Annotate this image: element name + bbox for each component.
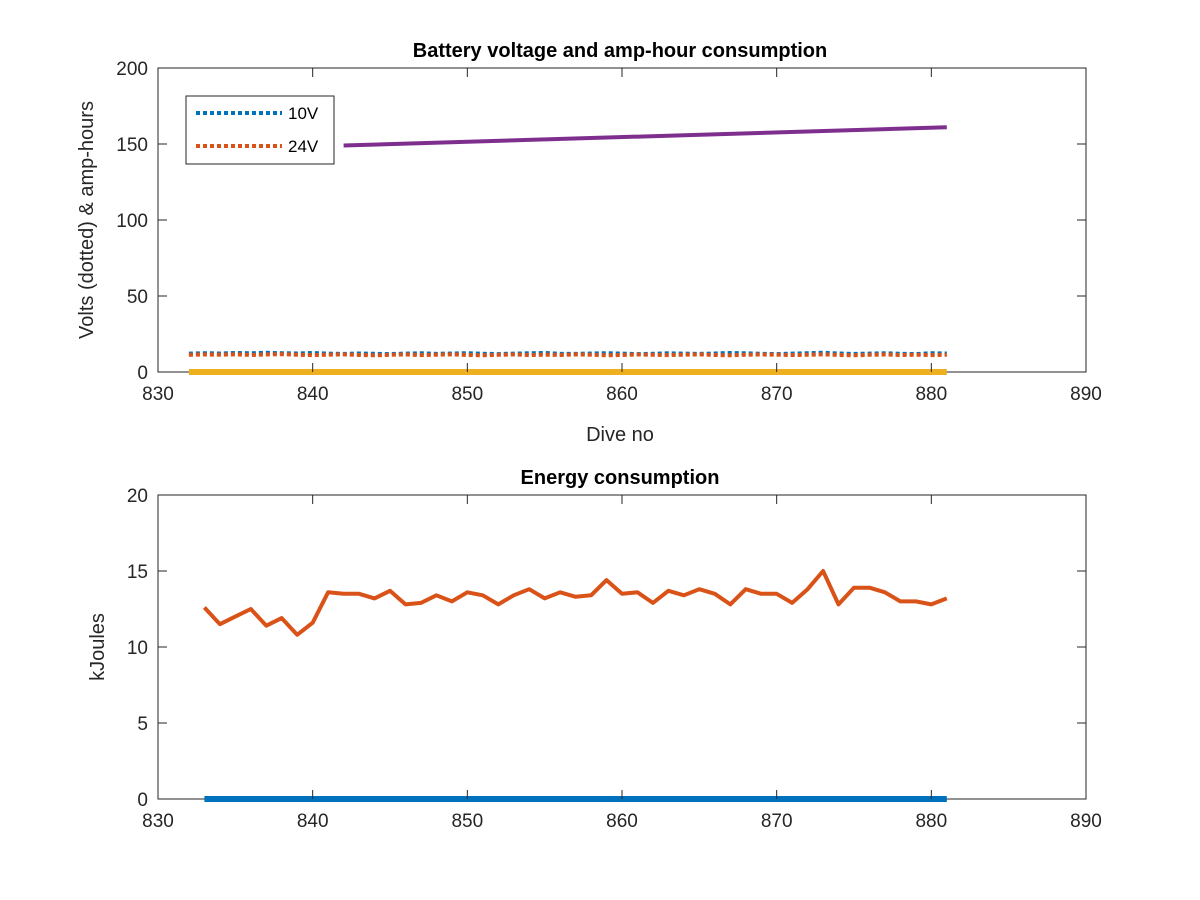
series-lines (188, 125, 947, 375)
y-axis-ticks: 0 50 100 150 200 (116, 59, 1086, 384)
y-axis-label: Volts (dotted) & amp-hours (76, 101, 98, 339)
legend-label-10v: 10V (288, 104, 319, 123)
x-tick-label: 840 (297, 811, 329, 832)
x-tick-label: 850 (451, 384, 483, 405)
y-tick-label: 150 (116, 135, 148, 156)
x-axis-ticks: 830 840 850 860 870 880 890 (142, 495, 1102, 832)
series-line-0 (202, 569, 948, 637)
legend: 10V 24V (185, 95, 335, 165)
x-tick-label: 830 (142, 384, 174, 405)
series-line-24v (188, 352, 947, 358)
plot-area (157, 494, 1087, 800)
series-lines (202, 569, 948, 802)
y-axis-ticks: 0 5 10 15 20 (127, 486, 1086, 811)
x-tick-label: 840 (297, 384, 329, 405)
y-axis-label: kJoules (87, 613, 109, 681)
y-tick-label: 10 (127, 638, 148, 659)
x-tick-label: 880 (915, 384, 947, 405)
x-tick-label: 870 (761, 811, 793, 832)
x-tick-label: 870 (761, 384, 793, 405)
x-tick-label: 830 (142, 811, 174, 832)
x-tick-label: 860 (606, 811, 638, 832)
chart-title: Battery voltage and amp-hour consumption (413, 40, 827, 62)
y-tick-label: 50 (127, 287, 148, 308)
y-tick-label: 0 (137, 790, 148, 811)
series-line-2 (343, 125, 947, 148)
energy-consumption-axes: Energy consumption 830 840 850 860 870 880 890… (87, 467, 1102, 832)
x-tick-label: 890 (1070, 384, 1102, 405)
x-axis-label: Dive no (586, 424, 654, 446)
y-tick-label: 0 (137, 363, 148, 384)
voltage-amphour-axes: Battery voltage and amp-hour consumption… (76, 40, 1102, 446)
x-tick-label: 850 (451, 811, 483, 832)
y-tick-label: 20 (127, 486, 148, 507)
y-tick-label: 100 (116, 211, 148, 232)
x-tick-label: 880 (915, 811, 947, 832)
y-tick-label: 15 (127, 562, 148, 583)
y-tick-label: 5 (137, 714, 148, 735)
legend-label-24v: 24V (288, 137, 319, 156)
x-tick-label: 890 (1070, 811, 1102, 832)
legend-box (185, 95, 335, 165)
chart-title: Energy consumption (521, 467, 720, 489)
x-tick-label: 860 (606, 384, 638, 405)
y-tick-label: 200 (116, 59, 148, 80)
x-axis-ticks: 830 840 850 860 870 880 890 (142, 68, 1102, 405)
